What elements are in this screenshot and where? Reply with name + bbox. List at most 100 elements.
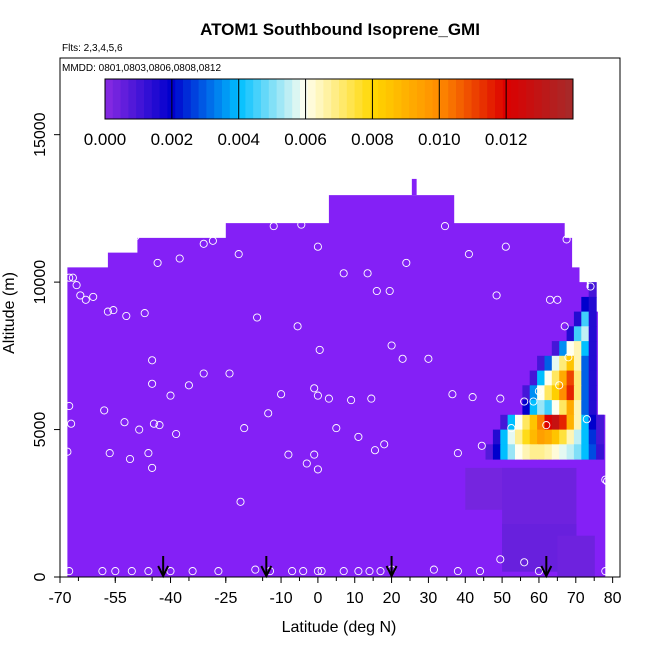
- colorbar-segment-56: [541, 79, 551, 119]
- flight-point-113: [520, 558, 529, 567]
- flight-point-87: [310, 450, 319, 459]
- heatmap-cell-83: [492, 444, 501, 460]
- flight-point-19: [339, 269, 348, 278]
- x-tick-label-2: -40: [159, 590, 182, 607]
- flight-point-52: [264, 409, 273, 418]
- heatmap-cell-39: [566, 385, 575, 401]
- flight-point-10: [131, 232, 140, 241]
- y-axis-title: Altitude (m): [1, 272, 18, 354]
- heatmap-cell-6: [566, 326, 575, 342]
- colorbar-segment-49: [487, 79, 496, 119]
- colorbar-segment-39: [409, 79, 418, 119]
- heatmap-cell-77: [566, 429, 575, 445]
- flight-point-0: [65, 273, 74, 282]
- heatmap-cell-75: [551, 429, 560, 445]
- heatmap-cell-65: [588, 414, 597, 431]
- flight-point-45: [184, 381, 193, 390]
- colorbar-segment-3: [128, 79, 137, 119]
- ground-arrow-head-1: [260, 565, 273, 579]
- flight-point-29: [492, 291, 501, 300]
- colorbar-segment-36: [385, 79, 395, 119]
- y-tick-label-1: 5000: [32, 412, 49, 448]
- heatmap-cell-40: [573, 385, 582, 401]
- heatmap-cell-38: [559, 385, 568, 401]
- x-tick-label-3: -25: [214, 590, 237, 607]
- flight-point-11: [153, 258, 162, 267]
- colorbar-frame: [104, 78, 574, 120]
- flight-point-79: [564, 353, 573, 362]
- flight-point-38: [125, 454, 135, 464]
- colorbar-segment-20: [261, 79, 270, 119]
- colorbar-segment-48: [479, 79, 488, 119]
- heatmap-cell-94: [573, 444, 582, 460]
- heatmap-cell-62: [566, 414, 575, 431]
- flight-point-32: [560, 322, 569, 331]
- colorbar-segment-31: [346, 79, 356, 119]
- colorbar-segment-35: [378, 79, 387, 119]
- colorbar-segment-12: [198, 79, 207, 119]
- heatmap-cell-15: [588, 341, 597, 357]
- flight-point-3: [76, 291, 85, 300]
- flight-point-88: [313, 465, 322, 474]
- flight-point-76: [534, 387, 543, 396]
- heatmap-cell-79: [581, 429, 590, 445]
- flight-point-31: [553, 295, 562, 304]
- flight-point-73: [507, 424, 516, 433]
- flight-point-12: [175, 254, 184, 263]
- x-tick-label-13: 80: [604, 590, 622, 607]
- colorbar-segment-46: [463, 79, 473, 119]
- flight-point-23: [402, 258, 411, 267]
- colorbar-segment-2: [120, 79, 129, 119]
- flight-point-63: [370, 446, 380, 455]
- flight-point-68: [448, 390, 457, 399]
- x-axis-title: Latitude (deg N): [282, 619, 397, 636]
- heatmap-cell-52: [588, 400, 597, 416]
- colorbar-segment-40: [417, 79, 426, 119]
- flight-point-33: [65, 401, 74, 411]
- flight-point-17: [297, 220, 306, 229]
- flight-point-67: [424, 354, 433, 363]
- flight-point-110: [453, 567, 462, 576]
- flight-point-16: [269, 222, 278, 231]
- flight-point-86: [236, 497, 245, 506]
- heatmap-cell-58: [537, 414, 546, 431]
- colorbar-tick-label-3: 0.006: [284, 130, 327, 149]
- heatmap-cell-28: [559, 370, 568, 386]
- flight-point-93: [127, 567, 136, 576]
- heatmap-cell-73: [537, 429, 546, 445]
- colorbar-segment-11: [190, 79, 200, 119]
- flight-point-51: [293, 322, 302, 331]
- flight-point-60: [347, 396, 356, 405]
- heatmap-cell-95: [581, 444, 590, 460]
- flight-point-13: [199, 239, 208, 248]
- heatmap-cell-30: [573, 370, 582, 386]
- colorbar-segment-50: [495, 79, 504, 119]
- colorbar-segment-42: [432, 79, 441, 119]
- flight-point-2: [72, 281, 81, 290]
- flight-point-65: [387, 341, 396, 350]
- heatmap-cell-74: [544, 429, 553, 445]
- colorbar-segment-22: [276, 79, 285, 119]
- flight-point-62: [367, 394, 376, 403]
- colorbar-segment-7: [159, 79, 168, 119]
- flight-point-74: [520, 397, 529, 406]
- heatmap-cell-63: [573, 414, 582, 431]
- flight-point-4: [81, 295, 90, 304]
- heatmap-cell-57: [529, 414, 538, 431]
- heatmap-cell-7: [573, 326, 582, 342]
- colorbar-tick-label-4: 0.008: [351, 130, 394, 149]
- heatmap-cell-20: [566, 355, 575, 372]
- heatmap-cell-88: [529, 444, 538, 460]
- flight-point-46: [199, 369, 208, 378]
- colorbar-segment-47: [471, 79, 480, 119]
- heatmap-cell-78: [573, 429, 582, 445]
- heatmap-cell-76: [559, 429, 568, 445]
- colorbar-segment-32: [354, 79, 363, 119]
- flight-point-36: [105, 449, 114, 458]
- flight-point-95: [166, 567, 175, 576]
- heatmap-cell-51: [581, 400, 590, 416]
- heatmap-cell-70: [515, 429, 523, 445]
- colorbar-tick-label-2: 0.004: [217, 130, 260, 149]
- x-tick-label-11: 60: [530, 590, 548, 607]
- flight-point-80: [582, 415, 591, 424]
